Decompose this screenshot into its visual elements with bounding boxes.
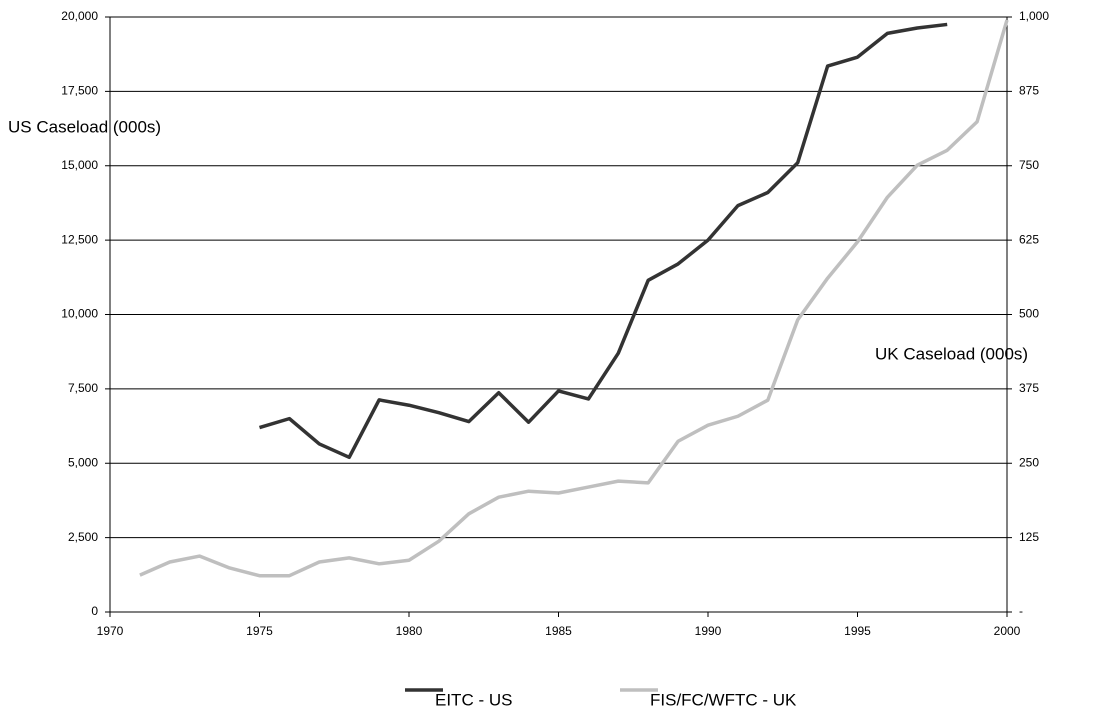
y-tick-label: 15,000 (61, 158, 98, 172)
y2-axis-label: UK Caseload (000s) (875, 344, 1028, 363)
x-tick-label: 1995 (844, 624, 871, 638)
y2-tick-label: 500 (1019, 307, 1039, 321)
data-line (139, 19, 1009, 578)
y-tick-label: 7,500 (68, 381, 98, 395)
y-tick-label: 20,000 (61, 9, 98, 23)
y-tick-label: 5,000 (68, 455, 98, 469)
y2-tick-label: 375 (1019, 381, 1039, 395)
y-tick-label: 0 (91, 604, 98, 618)
y-tick-label: 10,000 (61, 307, 98, 321)
y2-tick-label: 750 (1019, 158, 1039, 172)
y2-tick-label: 125 (1019, 530, 1039, 544)
x-tick-label: 1990 (695, 624, 722, 638)
y-tick-label: 17,500 (61, 84, 98, 98)
data-line (258, 22, 948, 460)
x-tick-label: 1970 (97, 624, 124, 638)
y2-tick-label: 875 (1019, 84, 1039, 98)
y-tick-label: 2,500 (68, 530, 98, 544)
legend-label: EITC - US (435, 690, 512, 709)
x-tick-label: 1975 (246, 624, 273, 638)
y2-tick-label: - (1019, 604, 1023, 618)
y2-tick-label: 250 (1019, 455, 1039, 469)
legend-label: FIS/FC/WFTC - UK (650, 690, 797, 709)
x-tick-label: 1980 (396, 624, 423, 638)
y2-tick-label: 1,000 (1019, 9, 1049, 23)
y-tick-label: 12,500 (61, 232, 98, 246)
x-tick-label: 1985 (545, 624, 572, 638)
y2-tick-label: 625 (1019, 232, 1039, 246)
x-tick-label: 2000 (994, 624, 1021, 638)
y-axis-label: US Caseload (000s) (8, 117, 161, 136)
